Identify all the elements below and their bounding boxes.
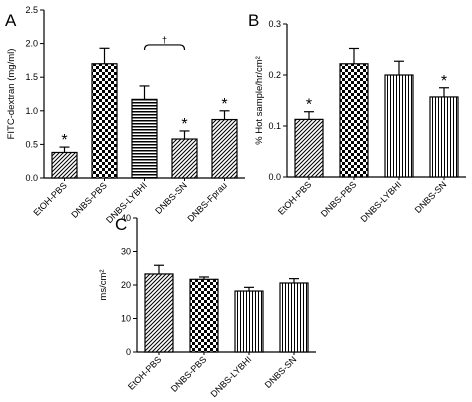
- bar: [144, 273, 174, 353]
- y-tick-label: 2.0: [25, 39, 38, 49]
- significance-marker: *: [441, 73, 447, 90]
- x-tick-label: DNBS-SN: [413, 179, 449, 215]
- y-axis-label: FITC-dextran (mg/ml): [6, 49, 17, 140]
- bar: [91, 63, 118, 179]
- y-tick-label: 30: [121, 247, 131, 257]
- bar: [171, 138, 198, 179]
- y-tick-label: 20: [121, 280, 131, 290]
- y-tick-label: 0.2: [268, 70, 281, 80]
- x-tick-label: EtOH-PBS: [31, 180, 68, 217]
- y-tick-label: 0.0: [25, 173, 38, 183]
- y-tick-label: 0.3: [268, 19, 281, 29]
- x-tick-label: EtOH-PBS: [126, 354, 163, 391]
- panel-label: B: [248, 11, 259, 30]
- panel-label: C: [115, 215, 127, 234]
- chart-panel-b: B 0.0 0.1 0.2 0.3 % Hot sample/hr/cm² * EtOH-PB…: [248, 11, 466, 224]
- x-tick-label: DNBS-LYBHI: [209, 354, 254, 399]
- y-tick-label: 0: [126, 347, 131, 357]
- bar: [339, 63, 369, 178]
- chart-panel-a: A 0.0 0.5 1.0 1.5 2.0 2.5 FITC-dextran (mg/ml) *…: [5, 5, 245, 225]
- y-tick-label: 2.5: [25, 5, 38, 15]
- y-axis-label: % Hot sample/hr/cm²: [254, 56, 265, 145]
- significance-marker: *: [221, 96, 227, 113]
- x-tick-label: DNBS-Fprau: [185, 180, 228, 223]
- significance-marker: *: [306, 97, 312, 114]
- y-tick-label: 1.0: [25, 106, 38, 116]
- x-tick-label: DNBS-PBS: [69, 180, 109, 220]
- comparison-bracket: [143, 44, 186, 50]
- y-tick-label: 0.1: [268, 121, 281, 131]
- y-tick-label: 40: [121, 213, 131, 223]
- bar: [429, 96, 459, 178]
- bar: [234, 290, 264, 353]
- chart-panel-c: C 0 10 20 30 40 ms/cm² EtOH-PBS DNBS-PBS DNBS-LYB…: [98, 213, 316, 399]
- x-tick-label: EtOH-PBS: [276, 179, 313, 216]
- bar: [279, 282, 309, 353]
- bar: [211, 118, 238, 179]
- panel-label: A: [5, 11, 17, 30]
- bar: [384, 74, 414, 178]
- bar: [189, 278, 219, 353]
- x-tick-label: DNBS-PBS: [319, 179, 359, 219]
- bracket-label: †: [162, 35, 167, 45]
- bar: [131, 98, 158, 179]
- y-tick-label: 0.0: [268, 172, 281, 182]
- y-axis-label: ms/cm²: [98, 269, 109, 300]
- x-tick-label: DNBS-PBS: [169, 354, 209, 394]
- y-tick-label: 1.5: [25, 72, 38, 82]
- bar: [51, 151, 78, 179]
- x-tick-label: DNBS-LYBHI: [359, 179, 404, 224]
- x-tick-label: DNBS-SN: [263, 354, 299, 390]
- significance-marker: *: [61, 132, 67, 149]
- x-tick-label: DNBS-SN: [153, 180, 189, 216]
- bar: [294, 118, 324, 178]
- y-tick-label: 0.5: [25, 139, 38, 149]
- significance-marker: *: [181, 116, 187, 133]
- y-tick-label: 10: [121, 314, 131, 324]
